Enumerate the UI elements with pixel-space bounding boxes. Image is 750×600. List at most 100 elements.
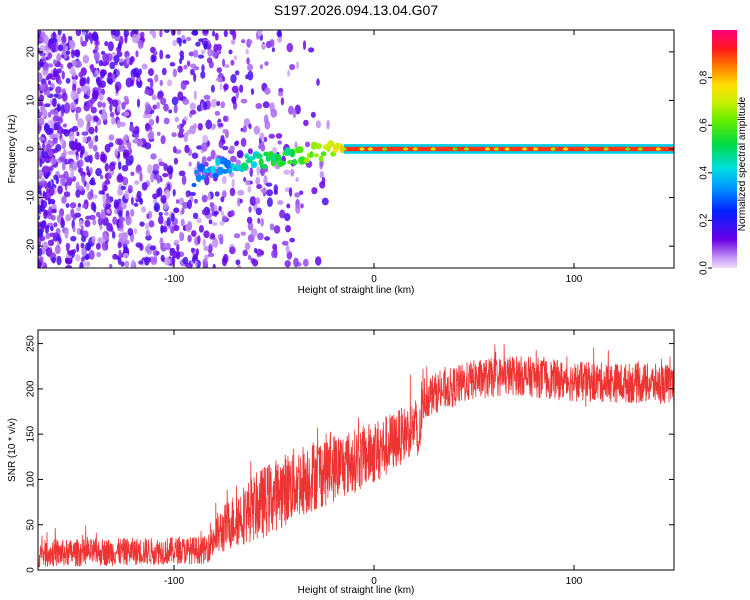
- noise-cell: [53, 93, 59, 98]
- noise-cell: [210, 206, 215, 213]
- noise-cell: [123, 95, 129, 102]
- signal-cell: [215, 157, 221, 166]
- noise-cell: [231, 39, 236, 45]
- noise-cell: [48, 206, 53, 217]
- noise-cell: [77, 159, 84, 168]
- noise-cell: [203, 245, 210, 252]
- noise-cell: [187, 61, 191, 67]
- noise-cell: [182, 98, 190, 105]
- noise-cell: [197, 235, 201, 245]
- noise-cell: [214, 110, 221, 116]
- noise-cell: [178, 170, 186, 177]
- noise-cell: [276, 30, 282, 37]
- noise-cell: [152, 50, 158, 56]
- noise-cell: [182, 39, 187, 44]
- noise-cell: [110, 30, 116, 35]
- colorbar-label: Normalized spectral amplitude: [737, 96, 748, 231]
- signal-cell: [216, 166, 224, 176]
- noise-cell: [160, 135, 166, 145]
- noise-cell: [93, 72, 97, 78]
- noise-cell: [180, 80, 187, 91]
- noise-cell: [65, 265, 73, 268]
- noise-cell: [62, 123, 67, 128]
- snr-frame: [37, 329, 675, 571]
- noise-cell: [156, 174, 161, 184]
- noise-cell: [54, 244, 61, 255]
- noise-cell: [90, 188, 94, 198]
- noise-cell: [39, 36, 44, 43]
- carrier-cell: [533, 147, 538, 151]
- noise-cell: [144, 89, 151, 95]
- noise-cell: [159, 79, 163, 87]
- noise-cell: [69, 66, 76, 75]
- noise-cell: [68, 131, 75, 142]
- noise-cell: [139, 172, 143, 182]
- noise-cell: [98, 190, 105, 195]
- noise-cell: [241, 39, 246, 44]
- noise-cell: [103, 184, 108, 192]
- noise-cell: [266, 197, 273, 208]
- signal-cell: [250, 161, 258, 169]
- noise-cell: [123, 135, 129, 142]
- noise-cell: [66, 178, 72, 186]
- noise-cell: [174, 116, 179, 123]
- noise-cell: [127, 184, 133, 192]
- noise-cell: [38, 171, 44, 176]
- noise-cell: [80, 225, 84, 231]
- noise-cell: [102, 216, 109, 226]
- signal-cell: [210, 165, 216, 174]
- noise-cell: [70, 90, 78, 101]
- noise-cell: [130, 79, 134, 87]
- noise-cell: [82, 204, 88, 209]
- noise-cell: [315, 256, 322, 266]
- noise-cell: [163, 257, 171, 266]
- noise-cell: [43, 124, 51, 130]
- signal-cell: [227, 167, 233, 175]
- noise-cell: [71, 59, 78, 67]
- noise-cell: [256, 184, 263, 190]
- noise-cell: [216, 67, 222, 73]
- noise-cell: [202, 30, 209, 34]
- noise-cell: [285, 244, 290, 254]
- noise-cell: [231, 96, 237, 105]
- noise-cell: [280, 97, 285, 106]
- noise-cell: [138, 260, 144, 265]
- noise-cell: [263, 136, 268, 143]
- noise-cell: [310, 111, 316, 118]
- noise-cell: [259, 132, 265, 140]
- noise-cell: [47, 80, 52, 86]
- carrier-cell: [484, 147, 490, 151]
- noise-cell: [133, 228, 138, 235]
- noise-cell: [39, 235, 46, 241]
- noise-cell: [117, 138, 123, 146]
- noise-cell: [69, 202, 77, 209]
- noise-cell: [173, 224, 180, 232]
- noise-cell: [52, 59, 58, 65]
- noise-cell: [160, 194, 167, 204]
- noise-cell: [252, 259, 259, 267]
- noise-cell: [150, 257, 158, 266]
- carrier-cell: [625, 147, 631, 151]
- noise-cell: [126, 55, 130, 65]
- noise-cell: [164, 30, 170, 34]
- noise-cell: [171, 132, 177, 138]
- noise-cell: [71, 161, 78, 171]
- noise-cell: [257, 217, 261, 224]
- noise-cell: [193, 90, 197, 100]
- noise-cell: [68, 250, 74, 256]
- noise-cell: [203, 230, 210, 239]
- noise-cell: [206, 156, 212, 162]
- noise-cell: [170, 212, 175, 222]
- noise-cell: [181, 175, 187, 186]
- noise-cell: [60, 216, 64, 226]
- noise-cell: [94, 52, 100, 62]
- noise-cell: [235, 259, 241, 266]
- snr-y-tick-label: 0: [26, 567, 37, 573]
- noise-cell: [183, 116, 188, 121]
- noise-cell: [140, 206, 147, 213]
- noise-cell: [264, 61, 269, 66]
- signal-cell: [259, 164, 268, 169]
- noise-cell: [65, 50, 71, 56]
- noise-cell: [279, 209, 286, 219]
